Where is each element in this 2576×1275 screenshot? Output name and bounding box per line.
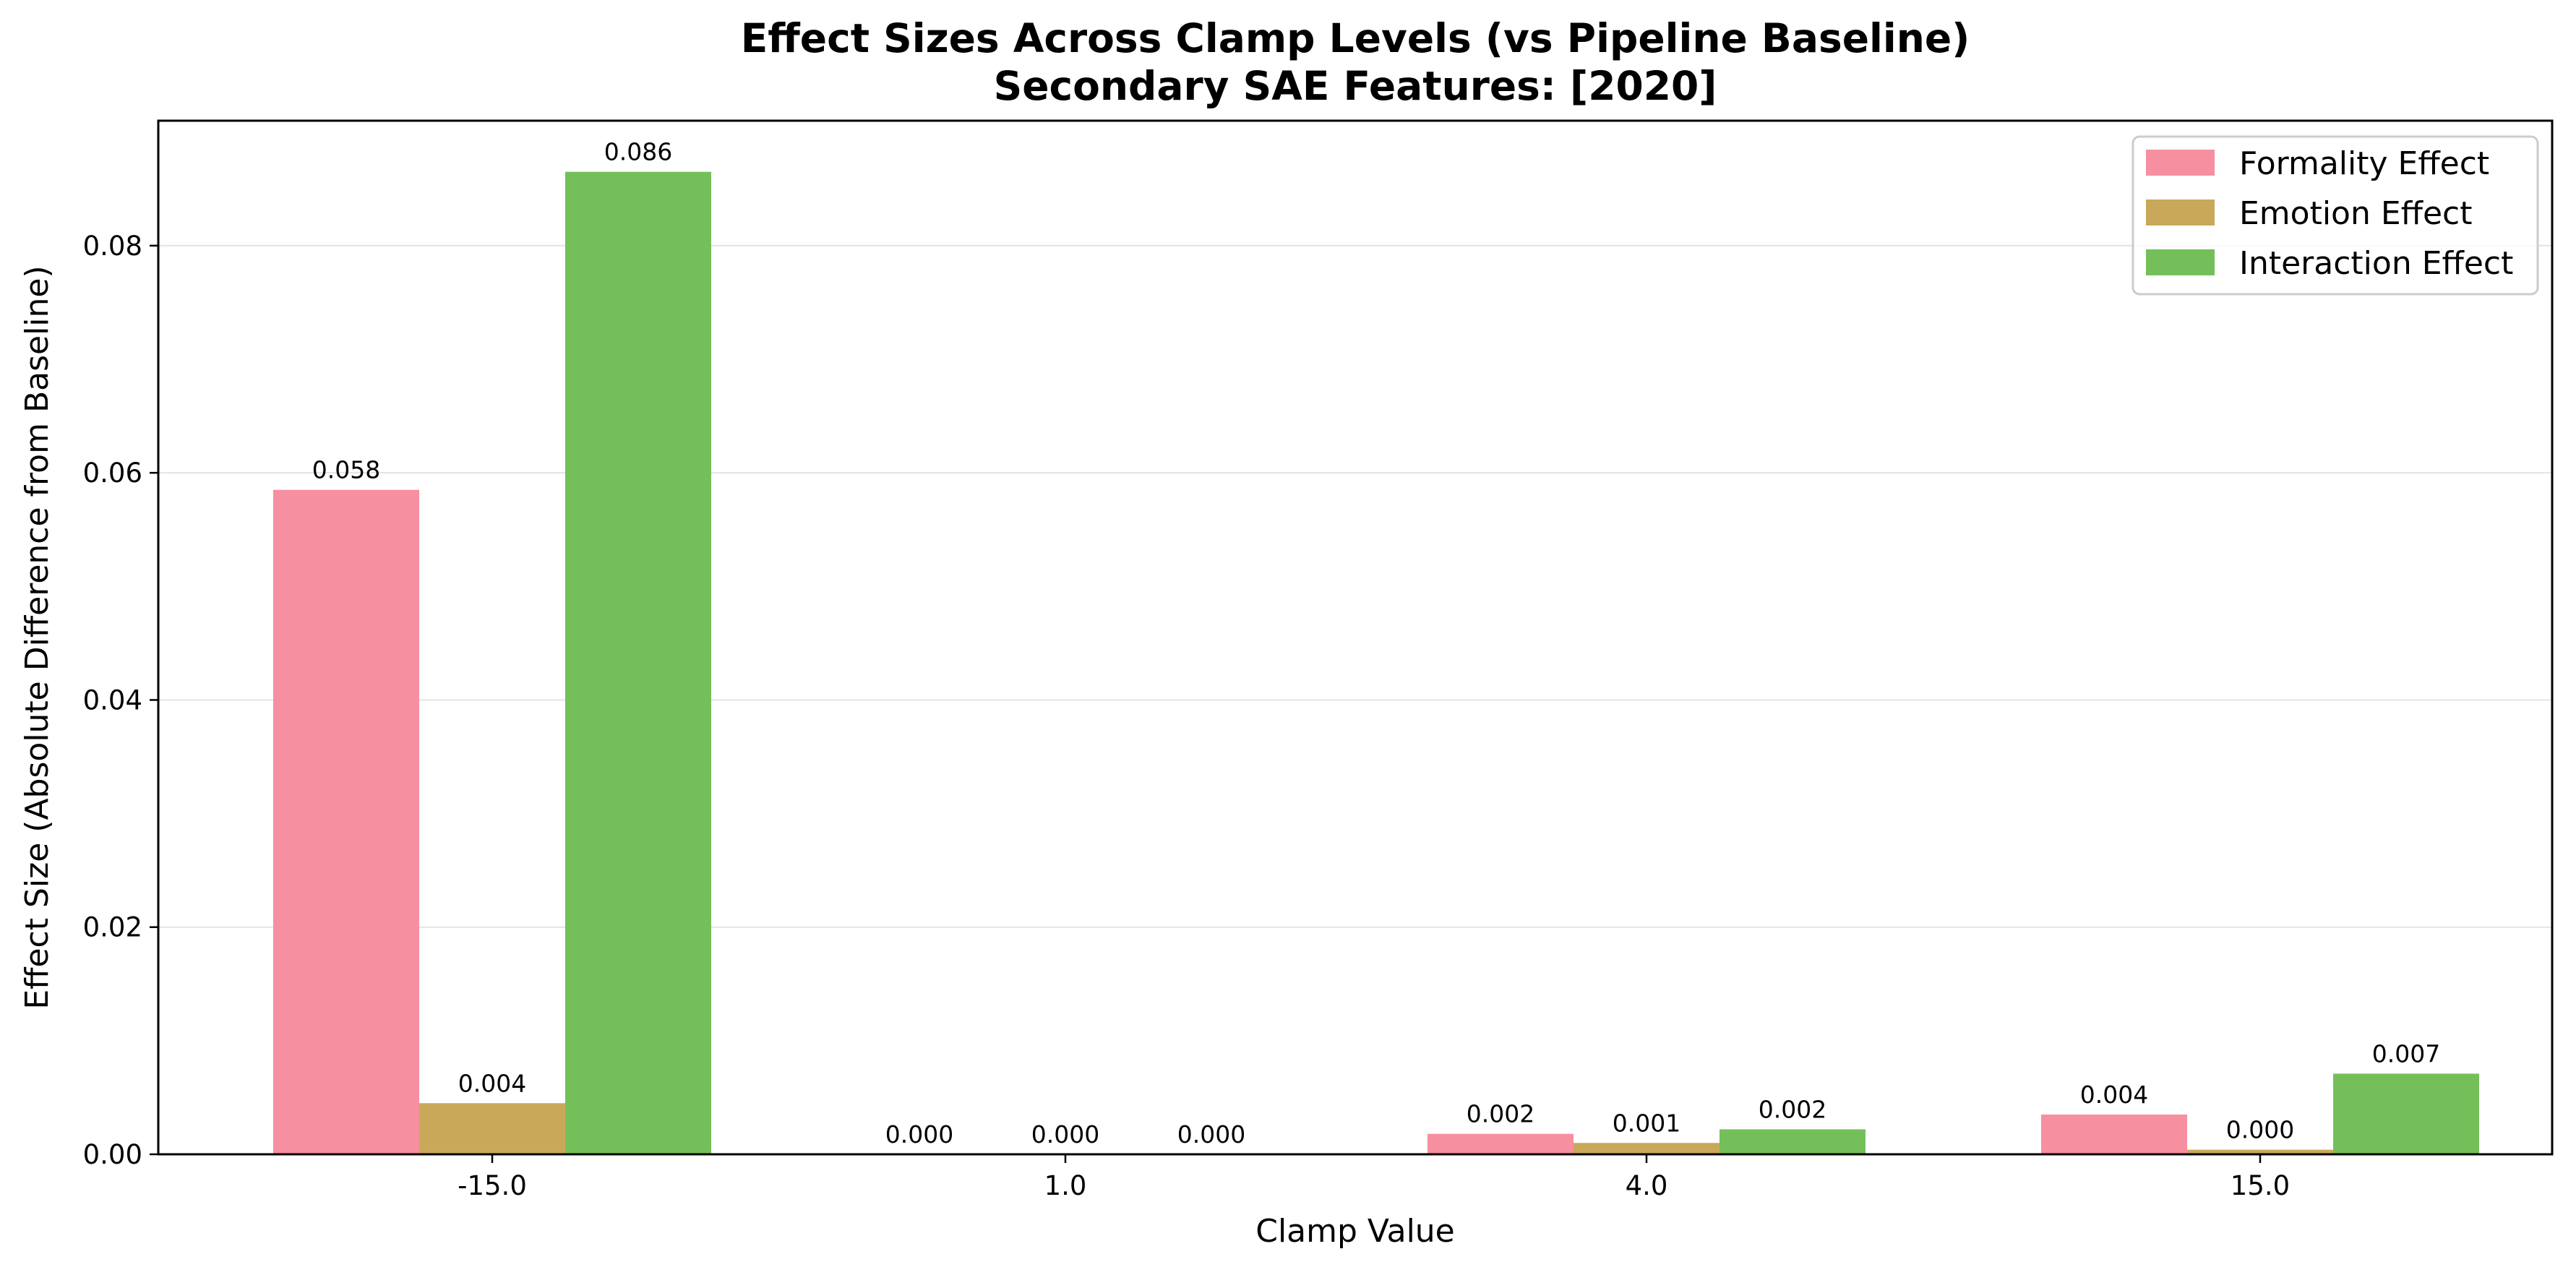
legend-label: Emotion Effect (2239, 195, 2472, 232)
bar-value-label: 0.007 (2372, 1039, 2440, 1068)
y-axis: 0.00 0.02 0.04 0.06 0.08 (83, 231, 158, 1170)
y-tick-label: 0.02 (83, 912, 142, 943)
legend-label: Formality Effect (2239, 145, 2489, 182)
x-axis: -15.0 1.0 4.0 15.0 (458, 1154, 2290, 1201)
legend-swatch (2146, 249, 2215, 275)
bar-emotion-effect (419, 1103, 565, 1154)
y-tick-label: 0.00 (83, 1139, 142, 1170)
y-tick-label: 0.06 (83, 458, 142, 489)
x-tick-label: 15.0 (2231, 1170, 2290, 1201)
plot-frame (157, 119, 2554, 1156)
y-tick-label: 0.04 (83, 684, 142, 716)
bar-interaction-effect (565, 171, 711, 1155)
bars (273, 171, 2479, 1155)
bar-emotion-effect (1573, 1143, 1720, 1154)
bar-formality-effect (2041, 1115, 2187, 1154)
legend-swatch (2146, 199, 2215, 226)
bar-interaction-effect (2333, 1073, 2479, 1154)
chart-title: Effect Sizes Across Clamp Levels (vs Pip… (741, 15, 1970, 61)
data-labels: 0.058 0.004 0.086 0.000 0.000 0.000 0.002 0.001… (312, 138, 2440, 1149)
x-tick-label: 4.0 (1626, 1170, 1668, 1201)
x-tick-label: -15.0 (458, 1170, 527, 1201)
bar-value-label: 0.058 (312, 456, 380, 484)
bar-value-label: 0.002 (1759, 1095, 1826, 1123)
bar-value-label: 0.004 (458, 1069, 526, 1097)
bar-value-label: 0.000 (1031, 1120, 1099, 1149)
grid-lines (158, 244, 2552, 928)
y-axis-label: Effect Size (Absolute Difference from Ba… (19, 265, 56, 1009)
x-axis-label: Clamp Value (1255, 1213, 1455, 1250)
bar-value-label: 0.001 (1613, 1109, 1680, 1137)
chart-subtitle: Secondary SAE Features: [2020] (994, 63, 1717, 109)
bar-value-label: 0.000 (1177, 1120, 1245, 1149)
legend-frame (2131, 135, 2539, 296)
bar-value-label: 0.000 (2226, 1116, 2294, 1144)
bar-value-label: 0.004 (2080, 1081, 2148, 1109)
legend: Formality Effect Emotion Effect Interactio… (2131, 135, 2539, 296)
legend-label: Interaction Effect (2239, 245, 2513, 282)
bar-formality-effect (1427, 1133, 1573, 1154)
bar-value-label: 0.002 (1467, 1100, 1534, 1128)
bar-emotion-effect (2187, 1149, 2333, 1154)
y-tick-label: 0.08 (83, 231, 142, 262)
bar-interaction-effect (1720, 1129, 1866, 1154)
bar-value-label: 0.000 (885, 1120, 953, 1149)
legend-swatch (2146, 150, 2215, 176)
bar-value-label: 0.086 (604, 138, 672, 166)
bar-formality-effect (273, 489, 419, 1154)
x-tick-label: 1.0 (1044, 1170, 1087, 1201)
